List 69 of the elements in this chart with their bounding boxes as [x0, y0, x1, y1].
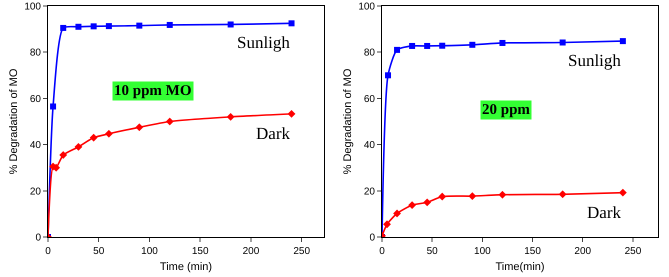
point	[135, 123, 144, 132]
point	[394, 46, 400, 53]
point	[558, 190, 567, 198]
y-tick-label: 60	[30, 94, 42, 105]
point	[59, 151, 68, 159]
x-tick-label: 50	[93, 246, 105, 257]
series-label: Dark	[256, 124, 290, 143]
point	[90, 23, 97, 30]
series-label: Sunligh	[237, 33, 290, 52]
y-tick-label: 100	[358, 2, 376, 12]
y-tick-label: 60	[364, 94, 376, 105]
x-tick-label: 250	[624, 246, 642, 257]
point	[468, 192, 476, 200]
point	[618, 188, 627, 197]
point	[383, 220, 391, 228]
point	[469, 42, 476, 48]
annotation: 10 ppm MO	[114, 83, 192, 99]
point	[560, 40, 566, 46]
x-axis-title: Time(min)	[495, 261, 545, 274]
point	[423, 198, 432, 206]
x-tick-label: 200	[242, 246, 260, 257]
point	[409, 42, 416, 49]
y-tick-label: 20	[30, 186, 42, 198]
point	[408, 201, 416, 210]
y-tick-label: 40	[30, 140, 42, 152]
point	[104, 130, 113, 138]
x-tick-label: 100	[141, 246, 158, 257]
y-tick-label: 100	[24, 2, 42, 12]
x-tick-label: 0	[45, 246, 52, 257]
point	[136, 22, 142, 29]
point	[393, 210, 401, 218]
y-tick-label: 80	[30, 48, 42, 59]
x-tick-label: 150	[192, 246, 209, 257]
point	[90, 134, 98, 142]
point	[228, 21, 234, 28]
y-tick-label: 20	[364, 186, 376, 198]
point	[75, 24, 82, 30]
point	[620, 38, 626, 44]
x-axis-title: Time (min)	[160, 261, 212, 274]
point	[50, 103, 56, 110]
y-tick-label: 0	[369, 232, 376, 244]
point	[106, 23, 112, 30]
point	[424, 42, 430, 49]
x-tick-label: 0	[379, 246, 386, 257]
y-axis-title: % Degradation of MO	[342, 68, 354, 174]
x-tick-label: 250	[293, 246, 310, 257]
x-tick-label: 100	[474, 246, 492, 257]
y-tick-label: 80	[364, 48, 376, 59]
series-label: Sunligh	[568, 51, 622, 70]
point	[226, 112, 235, 121]
point	[166, 22, 173, 28]
annotation: 20 ppm	[482, 102, 530, 118]
point	[439, 42, 446, 49]
point	[438, 192, 446, 200]
x-tick-label: 150	[524, 246, 542, 257]
y-axis-title: % Degradation of MO	[8, 68, 20, 174]
point	[498, 190, 506, 199]
point	[288, 20, 295, 26]
point	[288, 110, 296, 118]
point	[499, 40, 506, 46]
y-tick-label: 40	[364, 140, 376, 152]
x-tick-label: 200	[574, 246, 592, 257]
point	[385, 72, 392, 78]
series-label: Dark	[587, 203, 622, 222]
point	[166, 118, 174, 126]
x-tick-label: 50	[426, 246, 438, 257]
point	[74, 143, 82, 151]
y-tick-label: 0	[35, 232, 42, 244]
point	[60, 24, 66, 31]
